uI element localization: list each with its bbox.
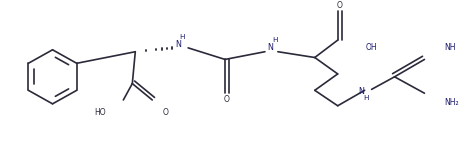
Text: H: H (272, 37, 278, 43)
Text: H: H (179, 34, 185, 40)
Text: N: N (359, 87, 365, 96)
Text: HO: HO (95, 108, 106, 117)
Text: H: H (363, 95, 368, 101)
Text: O: O (162, 108, 168, 117)
Text: NH: NH (445, 43, 456, 52)
Text: O: O (224, 96, 230, 105)
Text: NH₂: NH₂ (445, 98, 459, 107)
Text: O: O (337, 1, 343, 10)
Text: N: N (267, 43, 273, 52)
Text: N: N (175, 40, 181, 49)
Text: OH: OH (366, 43, 377, 52)
